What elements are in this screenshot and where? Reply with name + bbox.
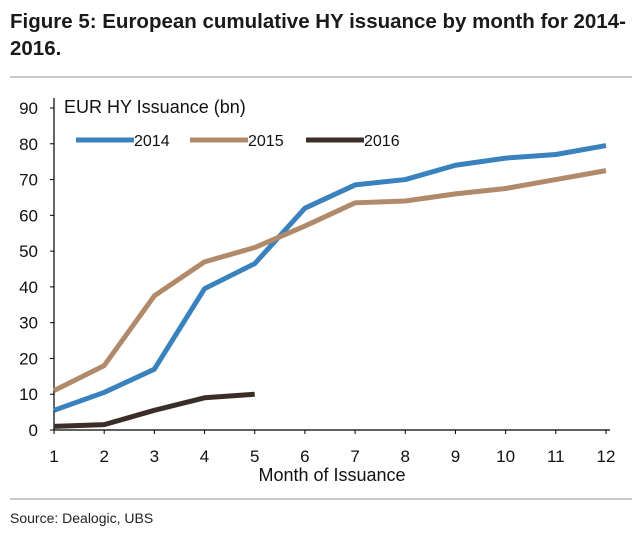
y-tick-label: 30: [19, 314, 38, 333]
bottom-divider: [10, 498, 632, 500]
x-tick-label: 5: [250, 447, 259, 466]
x-tick-label: 2: [99, 447, 108, 466]
y-tick-label: 40: [19, 278, 38, 297]
series-line-2015: [52, 168, 607, 393]
figure-title: Figure 5: European cumulative HY issuanc…: [10, 10, 626, 60]
y-tick-label: 70: [19, 171, 38, 190]
x-tick-label: 8: [401, 447, 410, 466]
x-tick-label: 1: [49, 447, 58, 466]
x-tick-label: 10: [496, 447, 515, 466]
source-note: Source: Dealogic, UBS: [10, 510, 154, 526]
x-tick-label: 6: [300, 447, 309, 466]
x-axis-label: Month of Issuance: [258, 465, 405, 485]
x-tick-labels: 1 2 3 4 5 6 7 8 9 10 11 12: [49, 430, 615, 466]
y-tick-label: 80: [19, 135, 38, 154]
legend-label-2015: 2015: [248, 133, 284, 150]
legend-label-2014: 2014: [134, 133, 170, 150]
series-line-2014: [53, 143, 607, 413]
series-lines: [52, 143, 607, 429]
y-tick-label: 50: [19, 242, 38, 261]
x-tick-label: 12: [597, 447, 616, 466]
y-tick-label: 60: [19, 206, 38, 225]
chart-axes: [53, 98, 610, 431]
series-line-2016: [53, 391, 255, 429]
x-tick-label: 4: [200, 447, 209, 466]
legend: 2014 2015 2016: [76, 133, 400, 150]
x-tick-label: 9: [451, 447, 460, 466]
x-tick-label: 11: [547, 447, 565, 466]
y-tick-labels: 0 10 20 30 40 50 60 70 80 90: [19, 99, 54, 440]
legend-label-2016: 2016: [364, 133, 400, 150]
x-tick-label: 3: [150, 447, 159, 466]
y-tick-label: 20: [19, 349, 38, 368]
y-tick-label: 90: [19, 99, 38, 118]
y-tick-label: 0: [29, 421, 38, 440]
y-tick-label: 10: [19, 385, 38, 404]
top-divider: [10, 76, 632, 78]
y-axis-label: EUR HY Issuance (bn): [64, 97, 246, 117]
x-tick-label: 7: [350, 447, 359, 466]
